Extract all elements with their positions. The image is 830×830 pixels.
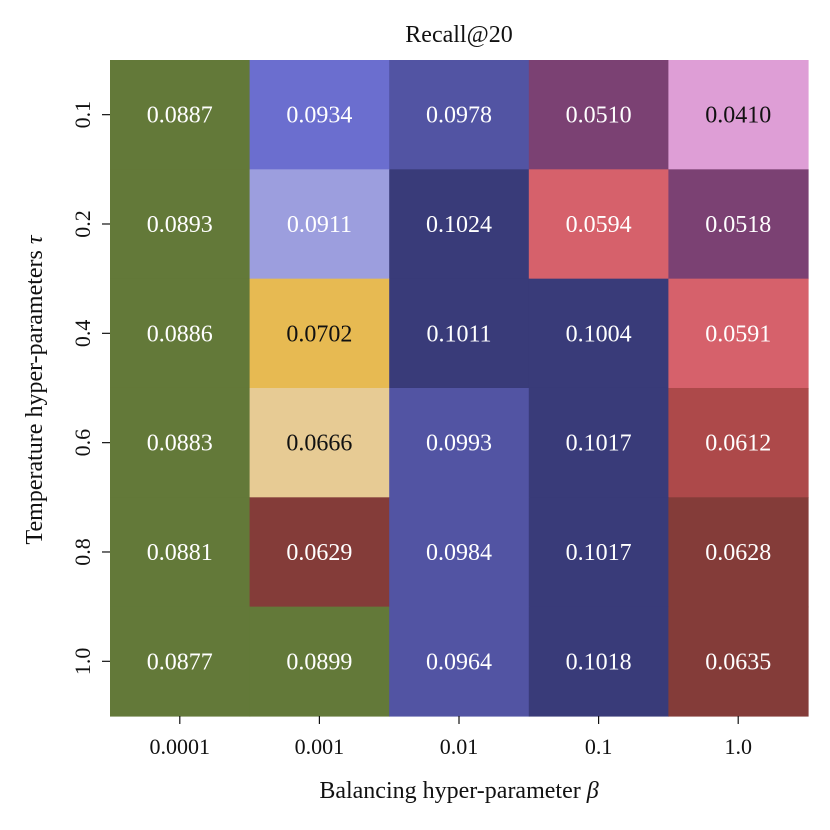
cell-value-label: 0.1011 (426, 321, 491, 347)
x-axis-symbol: β (586, 778, 599, 804)
heatmap-cell (249, 278, 390, 389)
cell-value-label: 0.0978 (426, 103, 492, 129)
heatmap-cell (249, 169, 390, 280)
heatmap-cell (668, 497, 809, 608)
cell-value-label: 0.0594 (566, 212, 632, 238)
heatmap-cell (110, 606, 251, 717)
cell-value-label: 0.0410 (705, 103, 771, 129)
cell-value-label: 0.1017 (566, 540, 632, 566)
heatmap-cell (389, 169, 530, 280)
heatmap-cell (110, 60, 251, 170)
heatmap-cell (528, 169, 669, 280)
x-axis-label: Balancing hyper-parameter (319, 778, 580, 804)
x-tick-label: 0.01 (440, 734, 479, 759)
x-tick-label: 0.1 (585, 734, 613, 759)
cell-value-label: 0.0591 (705, 321, 771, 347)
cell-value-label: 0.1017 (566, 431, 632, 457)
heatmap-cell (528, 278, 669, 389)
cell-value-label: 0.0984 (426, 540, 492, 566)
x-axis-title: Balancing hyper-parameter β (319, 778, 598, 804)
cell-value-label: 0.0877 (147, 649, 213, 675)
y-tick-label: 0.8 (70, 538, 95, 566)
cell-value-label: 0.0883 (147, 431, 213, 457)
y-axis-ticks: 0.1 0.2 0.4 0.6 0.8 1.0 (70, 101, 110, 675)
heatmap-cell (110, 497, 251, 608)
heatmap-cell (668, 387, 809, 498)
heatmap-cell (389, 387, 530, 498)
cell-value-label: 0.0899 (286, 649, 352, 675)
cell-value-label: 0.1024 (426, 212, 492, 238)
y-tick-label: 0.4 (70, 320, 95, 348)
heatmap-cell (110, 169, 251, 280)
cell-value-label: 0.0635 (705, 649, 771, 675)
cell-value-label: 0.0881 (147, 540, 213, 566)
heatmap-cell (389, 278, 530, 389)
cell-value-label: 0.0702 (286, 321, 352, 347)
x-tick-label: 0.001 (295, 734, 345, 759)
cell-value-label: 0.0993 (426, 431, 492, 457)
cell-value-label: 0.0893 (147, 212, 213, 238)
cell-value-label: 0.0911 (287, 212, 352, 238)
heatmap-cell (249, 497, 390, 608)
heatmap-cell (528, 60, 669, 170)
cell-value-label: 0.1018 (566, 649, 632, 675)
cell-value-label: 0.0612 (705, 431, 771, 457)
y-tick-label: 0.1 (70, 101, 95, 129)
cell-value-label: 0.0510 (566, 103, 632, 129)
y-tick-label: 0.2 (70, 210, 95, 238)
heatmap-cell (389, 60, 530, 170)
cell-value-label: 0.0518 (705, 212, 771, 238)
cell-value-label: 0.0934 (286, 103, 352, 129)
heatmap-cell (110, 387, 251, 498)
x-axis-ticks: 0.0001 0.001 0.01 0.1 1.0 (150, 715, 752, 759)
cell-value-label: 0.0887 (147, 103, 213, 129)
y-tick-label: 0.6 (70, 429, 95, 457)
x-tick-label: 1.0 (724, 734, 752, 759)
cell-value-label: 0.0964 (426, 649, 492, 675)
cell-value-label: 0.0666 (286, 431, 352, 457)
cell-value-label: 0.0628 (705, 540, 771, 566)
heatmap-cell (668, 278, 809, 389)
cell-value-label: 0.0629 (286, 540, 352, 566)
y-tick-label: 1.0 (70, 648, 95, 676)
heatmap-cell (668, 60, 809, 170)
chart-title: Recall@20 (405, 22, 512, 48)
heatmap-cell (389, 497, 530, 608)
heatmap-cell (528, 387, 669, 498)
cell-value-label: 0.0886 (147, 321, 213, 347)
y-axis-symbol: τ (22, 234, 48, 244)
heatmap-cell (110, 278, 251, 389)
heatmap-cell (528, 497, 669, 608)
heatmap-cell (249, 60, 390, 170)
heatmap-cell (668, 606, 809, 717)
heatmap-cell (249, 387, 390, 498)
heatmap-cell (389, 606, 530, 717)
y-axis-label: Temperature hyper-parameters (22, 250, 48, 544)
heatmap-cell (668, 169, 809, 280)
heatmap-cell (528, 606, 669, 717)
x-tick-label: 0.0001 (150, 734, 211, 759)
y-axis-title: Temperature hyper-parameters τ (22, 234, 48, 544)
cell-value-label: 0.1004 (566, 321, 632, 347)
heatmap-cells: 0.0887 0.0934 0.0978 0.0510 0.0410 0.0893 0.09… (110, 60, 809, 717)
heatmap-cell (249, 606, 390, 717)
